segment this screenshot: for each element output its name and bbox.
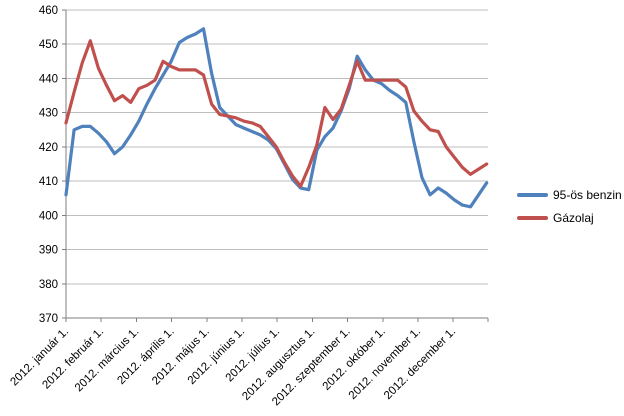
y-axis-label: 370 bbox=[39, 313, 58, 325]
y-axis-label: 420 bbox=[39, 142, 58, 154]
x-axis-label: 2012. január 1. bbox=[8, 326, 71, 389]
y-axis-label: 410 bbox=[39, 176, 58, 188]
series-line-gazolaj bbox=[64, 39, 489, 188]
legend-label-gazolaj: Gázolaj bbox=[553, 211, 594, 225]
x-axis-label: 2012. március 1. bbox=[73, 326, 142, 395]
y-axis-label: 400 bbox=[39, 210, 58, 222]
legend-label-benzin: 95-ös benzin bbox=[553, 188, 622, 202]
series-line-benzin bbox=[64, 27, 489, 209]
y-axis-label: 390 bbox=[39, 245, 58, 257]
x-axis-label: 2012. október 1. bbox=[321, 326, 388, 393]
x-axis-label: 2012. december 1. bbox=[382, 326, 458, 402]
y-axis-label: 460 bbox=[39, 5, 58, 17]
chart-legend: 95-ös benzin Gázolaj bbox=[517, 188, 622, 225]
y-axis-label: 430 bbox=[39, 108, 58, 120]
y-axis-label: 450 bbox=[39, 39, 58, 51]
legend-item-gazolaj: Gázolaj bbox=[517, 211, 622, 225]
legend-item-benzin: 95-ös benzin bbox=[517, 188, 622, 202]
y-axis-label: 380 bbox=[39, 279, 58, 291]
benzin-line-swatch-icon bbox=[517, 193, 548, 197]
gazolaj-line-swatch-icon bbox=[517, 216, 548, 220]
x-axis-label: 2012. február 1. bbox=[40, 326, 106, 392]
y-axis-label: 440 bbox=[39, 73, 58, 85]
